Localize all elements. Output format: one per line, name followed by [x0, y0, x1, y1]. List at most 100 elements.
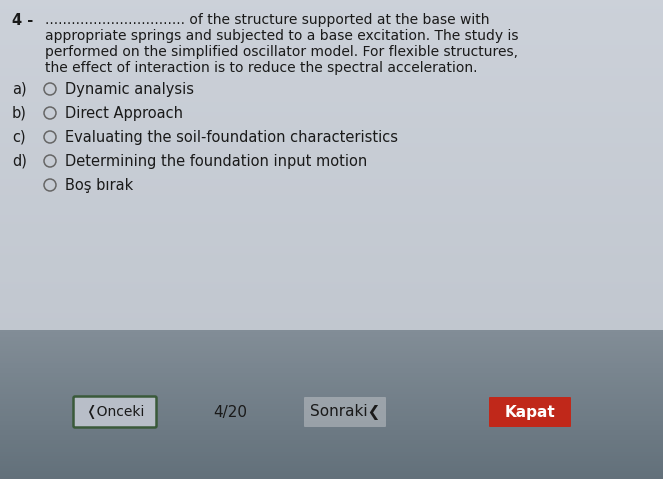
Bar: [0, 267, 663, 272]
Bar: [0, 112, 663, 116]
Bar: [0, 354, 663, 358]
Bar: [0, 361, 663, 365]
Bar: [0, 68, 663, 73]
Text: Boş bırak: Boş bırak: [65, 178, 133, 193]
Text: the effect of interaction is to reduce the spectral acceleration.: the effect of interaction is to reduce t…: [45, 61, 477, 75]
Text: b): b): [12, 105, 27, 121]
Bar: [0, 399, 663, 403]
Bar: [0, 66, 663, 70]
Bar: [0, 270, 663, 274]
Bar: [0, 188, 663, 193]
Bar: [0, 303, 663, 308]
Bar: [0, 28, 663, 32]
Bar: [0, 18, 663, 23]
Bar: [0, 212, 663, 217]
Bar: [0, 394, 663, 399]
Bar: [0, 128, 663, 133]
Bar: [0, 136, 663, 140]
Bar: [0, 430, 663, 434]
Bar: [0, 205, 663, 209]
Bar: [0, 45, 663, 49]
Bar: [0, 423, 663, 427]
Bar: [0, 234, 663, 238]
Bar: [0, 313, 663, 317]
Bar: [0, 207, 663, 212]
Bar: [0, 421, 663, 425]
Bar: [0, 286, 663, 291]
Bar: [0, 320, 663, 324]
Bar: [0, 274, 663, 279]
FancyBboxPatch shape: [74, 397, 156, 427]
Bar: [0, 1, 663, 6]
Bar: [0, 356, 663, 360]
Bar: [0, 193, 663, 197]
Bar: [0, 301, 663, 305]
Bar: [0, 140, 663, 145]
Bar: [0, 253, 663, 257]
Bar: [0, 452, 663, 456]
Bar: [0, 124, 663, 128]
Bar: [0, 294, 663, 298]
Bar: [0, 318, 663, 322]
Bar: [0, 346, 663, 351]
Bar: [0, 33, 663, 37]
Bar: [0, 160, 663, 164]
Text: appropriate springs and subjected to a base excitation. The study is: appropriate springs and subjected to a b…: [45, 29, 518, 43]
Text: Evaluating the soil-foundation characteristics: Evaluating the soil-foundation character…: [65, 129, 398, 145]
Text: Kapat: Kapat: [505, 404, 556, 420]
Bar: [0, 157, 663, 161]
Bar: [0, 435, 663, 439]
Bar: [0, 332, 663, 336]
Bar: [0, 155, 663, 159]
Bar: [0, 133, 663, 137]
Bar: [0, 83, 663, 87]
Bar: [0, 229, 663, 233]
Bar: [0, 260, 663, 264]
Bar: [0, 428, 663, 432]
Bar: [0, 387, 663, 391]
Bar: [0, 416, 663, 420]
Text: Sonraki❮: Sonraki❮: [310, 404, 380, 420]
Bar: [0, 265, 663, 269]
Bar: [0, 243, 663, 248]
Bar: [0, 449, 663, 454]
Bar: [0, 368, 663, 372]
Bar: [0, 88, 663, 92]
Bar: [0, 409, 663, 413]
Bar: [0, 30, 663, 34]
Bar: [0, 433, 663, 437]
Bar: [0, 200, 663, 205]
Bar: [0, 459, 663, 463]
Bar: [0, 210, 663, 214]
Bar: [0, 322, 663, 327]
Bar: [0, 219, 663, 224]
Bar: [0, 126, 663, 130]
Bar: [0, 16, 663, 20]
Bar: [0, 80, 663, 85]
Bar: [0, 152, 663, 157]
Bar: [0, 298, 663, 303]
Bar: [0, 131, 663, 135]
Bar: [0, 437, 663, 442]
Bar: [0, 104, 663, 109]
Bar: [0, 464, 663, 468]
Bar: [0, 174, 663, 178]
Bar: [0, 71, 663, 75]
Bar: [0, 23, 663, 27]
Bar: [0, 308, 663, 312]
Bar: [0, 377, 663, 382]
Bar: [0, 284, 663, 288]
Bar: [0, 236, 663, 240]
Bar: [0, 198, 663, 202]
Text: ❬Onceki: ❬Onceki: [86, 405, 145, 419]
Bar: [0, 279, 663, 284]
Text: 4 -: 4 -: [12, 13, 33, 28]
Bar: [0, 473, 663, 478]
Bar: [0, 413, 663, 418]
Bar: [0, 327, 663, 331]
Bar: [0, 162, 663, 166]
Bar: [0, 337, 663, 341]
FancyBboxPatch shape: [489, 397, 571, 427]
Text: a): a): [12, 81, 27, 96]
Bar: [0, 90, 663, 94]
